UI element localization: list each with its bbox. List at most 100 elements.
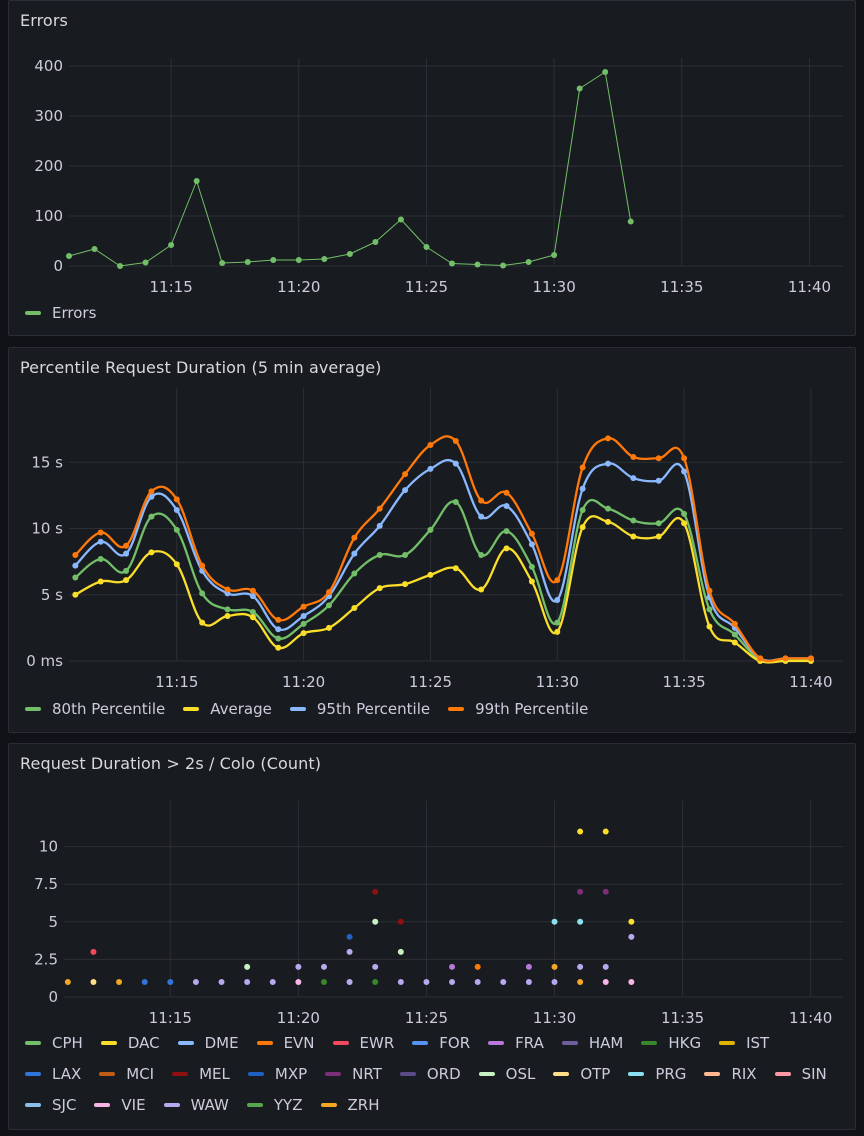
data-point-80th-percentile <box>249 608 256 615</box>
data-point-hkg <box>320 978 327 985</box>
legend-label: EVN <box>283 1033 315 1052</box>
data-point-zrh <box>116 978 123 985</box>
x-tick-label: 11:15 <box>150 278 193 296</box>
legend-label: FRA <box>515 1033 544 1052</box>
legend-item-errors[interactable]: Errors <box>25 297 96 328</box>
data-point-average <box>402 581 409 588</box>
data-point-errors <box>346 251 353 257</box>
data-point-average <box>706 623 713 630</box>
legend-swatch <box>177 1040 194 1045</box>
legend-item-vie[interactable]: VIE <box>94 1089 146 1120</box>
legend-item-99th-percentile[interactable]: 99th Percentile <box>448 693 588 724</box>
x-tick-label: 11:20 <box>277 1009 320 1027</box>
y-tick-label: 0 ms <box>26 652 63 670</box>
data-point-osl <box>397 948 404 955</box>
data-point-99th-percentile <box>97 529 104 536</box>
data-point-nrt <box>577 888 584 895</box>
y-tick-label: 5 s <box>41 586 63 604</box>
legend-swatch <box>332 1040 349 1045</box>
data-point-80th-percentile <box>503 528 510 535</box>
data-point-95th-percentile <box>402 487 409 494</box>
data-point-average <box>731 639 738 646</box>
legend-item-dac[interactable]: DAC <box>100 1027 160 1058</box>
data-point-errors <box>142 259 149 266</box>
legend-item-cph[interactable]: CPH <box>25 1027 83 1058</box>
x-tick-label: 11:35 <box>660 278 703 296</box>
data-point-95th-percentile <box>173 506 180 513</box>
legend-item-osl[interactable]: OSL <box>478 1058 536 1089</box>
data-point-errors <box>551 252 558 258</box>
legend-swatch <box>94 1102 111 1107</box>
legend-item-80th-percentile[interactable]: 80th Percentile <box>25 693 165 724</box>
data-point-80th-percentile <box>681 510 688 517</box>
legend-item-ord[interactable]: ORD <box>399 1058 461 1089</box>
series-line-95th-percentile <box>74 458 811 662</box>
legend-item-ham[interactable]: HAM <box>561 1027 623 1058</box>
legend-item-hkg[interactable]: HKG <box>641 1027 701 1058</box>
data-point-99th-percentile <box>503 489 510 496</box>
legend-item-fra[interactable]: FRA <box>488 1027 544 1058</box>
legend-item-prg[interactable]: PRG <box>628 1058 686 1089</box>
legend-item-ist[interactable]: IST <box>719 1027 769 1058</box>
colo-panel: Request Duration > 2s / Colo (Count) 0 2.… <box>8 743 856 1130</box>
data-point-dac <box>577 828 584 835</box>
legend-item-yyz[interactable]: YYZ <box>246 1089 303 1120</box>
legend-item-mel[interactable]: MEL <box>172 1058 230 1089</box>
legend-item-otp[interactable]: OTP <box>553 1058 610 1089</box>
data-point-99th-percentile <box>199 562 206 569</box>
legend-item-mxp[interactable]: MXP <box>247 1058 307 1089</box>
legend-item-sjc[interactable]: SJC <box>25 1089 76 1120</box>
legend-item-waw[interactable]: WAW <box>163 1089 229 1120</box>
data-point-errors <box>449 260 455 267</box>
data-point-95th-percentile <box>376 522 383 529</box>
data-point-average <box>630 533 637 540</box>
legend-label: OSL <box>505 1064 536 1083</box>
data-point-99th-percentile <box>72 552 79 558</box>
legend-swatch <box>256 1040 273 1045</box>
legend-item-lax[interactable]: LAX <box>25 1058 81 1089</box>
data-point-95th-percentile <box>681 468 688 475</box>
legend-swatch <box>561 1040 578 1045</box>
legend-item-average[interactable]: Average <box>183 693 272 724</box>
data-point-average <box>275 644 282 651</box>
data-point-dac <box>602 828 609 835</box>
errors-panel: Errors 0 100 200 300 400 11:15 11:20 11:25 11:30… <box>8 0 856 336</box>
legend-swatch <box>183 706 200 711</box>
y-tick-label: 0 <box>48 988 58 1006</box>
legend-item-nrt[interactable]: NRT <box>325 1058 382 1089</box>
legend-item-95th-percentile[interactable]: 95th Percentile <box>289 693 430 724</box>
data-point-99th-percentile <box>807 655 814 662</box>
data-point-99th-percentile <box>275 616 282 623</box>
data-point-average <box>478 586 485 593</box>
legend-label: RIX <box>731 1064 757 1083</box>
data-point-vie <box>295 978 302 985</box>
legend-item-zrh[interactable]: ZRH <box>320 1089 379 1120</box>
data-point-fra <box>449 963 456 970</box>
x-tick-label: 11:20 <box>277 278 320 296</box>
data-point-99th-percentile <box>452 438 459 445</box>
data-point-95th-percentile <box>528 541 535 548</box>
data-point-average <box>72 591 79 598</box>
legend-item-rix[interactable]: RIX <box>704 1058 757 1089</box>
data-point-80th-percentile <box>123 567 130 574</box>
legend-label: VIE <box>121 1095 146 1114</box>
legend-item-sin[interactable]: SIN <box>774 1058 827 1089</box>
legend-item-ewr[interactable]: EWR <box>332 1027 394 1058</box>
legend-item-for[interactable]: FOR <box>412 1027 470 1058</box>
data-point-errors <box>525 259 532 265</box>
data-point-80th-percentile <box>325 602 332 609</box>
data-point-average <box>427 571 434 578</box>
data-point-average <box>655 533 662 540</box>
legend-swatch <box>488 1040 505 1045</box>
legend-item-evn[interactable]: EVN <box>256 1027 315 1058</box>
data-point-95th-percentile <box>478 513 485 520</box>
legend-label: FOR <box>439 1033 471 1052</box>
legend-swatch <box>553 1071 570 1076</box>
data-point-errors <box>193 178 200 184</box>
legend-item-mci[interactable]: MCI <box>99 1058 154 1089</box>
legend-item-dme[interactable]: DME <box>177 1027 239 1058</box>
data-point-average <box>604 518 611 525</box>
data-point-99th-percentile <box>731 620 738 627</box>
data-point-80th-percentile <box>275 635 282 642</box>
data-point-95th-percentile <box>97 538 104 545</box>
